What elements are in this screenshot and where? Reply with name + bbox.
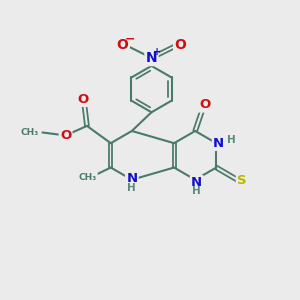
Text: CH₃: CH₃ [79, 173, 97, 182]
Text: N: N [146, 51, 157, 65]
Text: CH₃: CH₃ [21, 128, 39, 137]
Text: N: N [126, 172, 137, 185]
Text: O: O [199, 98, 210, 111]
Text: O: O [174, 38, 186, 52]
Text: H: H [192, 186, 201, 196]
Text: N: N [213, 137, 224, 150]
Text: N: N [191, 176, 202, 189]
Text: H: H [227, 135, 236, 145]
Text: H: H [128, 183, 136, 193]
Text: O: O [77, 93, 88, 106]
Text: O: O [60, 129, 71, 142]
Text: −: − [124, 32, 135, 45]
Text: +: + [153, 47, 161, 57]
Text: O: O [117, 38, 129, 52]
Text: S: S [237, 173, 247, 187]
